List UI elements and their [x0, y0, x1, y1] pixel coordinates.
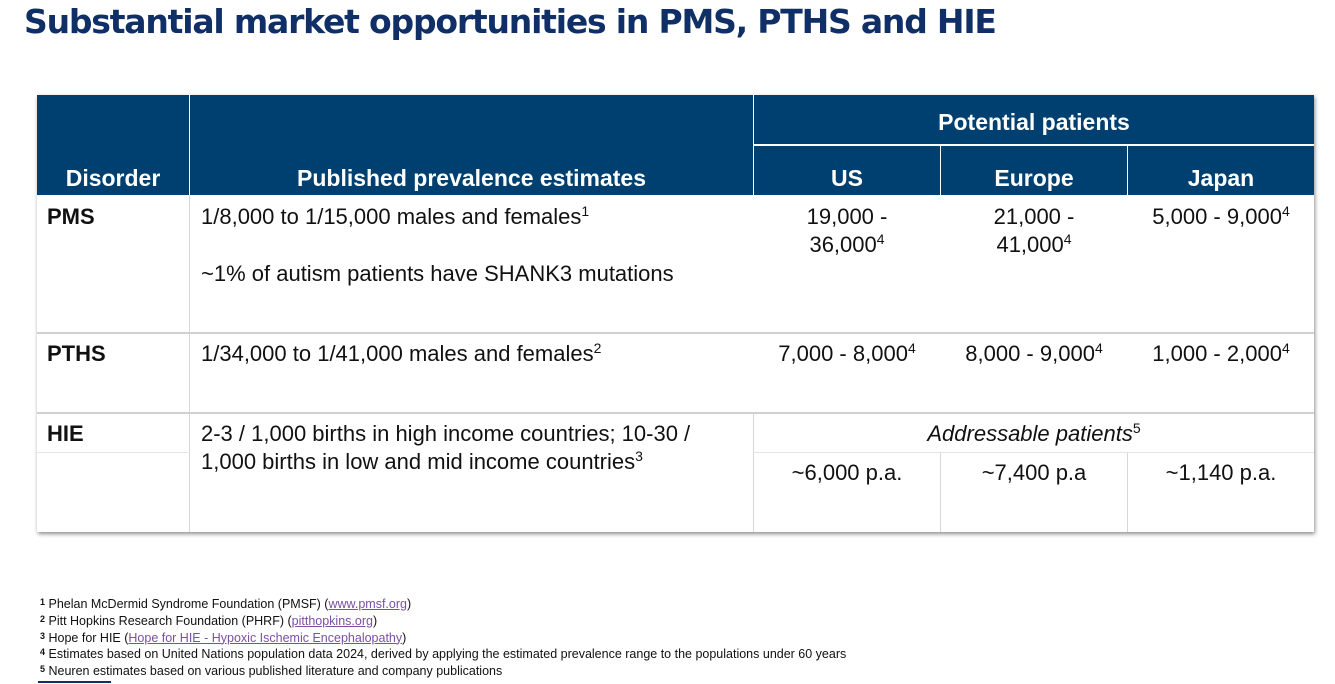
- header-potential-patients: Potential patients: [754, 95, 1314, 144]
- footnote-text-end: ): [406, 597, 412, 611]
- row-pths-japan: 1,000 - 2,0004: [1128, 340, 1314, 370]
- row-divider: [37, 412, 1314, 414]
- row-divider: [37, 332, 1314, 334]
- header-europe-label: Europe: [994, 165, 1074, 191]
- footnote-text: Neuren estimates based on various publis…: [48, 664, 503, 679]
- footnote-ref: 2: [593, 340, 602, 356]
- header-prevalence: Published prevalence estimates: [190, 95, 753, 195]
- row-pms-europe-line1: 21,000 -: [993, 204, 1075, 229]
- row-pms-europe-line2: 41,000: [996, 232, 1064, 257]
- row-hie-addressable-label: Addressable patients5: [754, 420, 1314, 450]
- row-hie-europe: ~7,400 p.a: [981, 460, 1087, 485]
- footnote-ref: 1: [581, 203, 590, 219]
- header-disorder: Disorder: [37, 95, 189, 195]
- row-pths-disorder: PTHS: [47, 341, 106, 366]
- row-divider: [753, 452, 1314, 453]
- pmsf-link[interactable]: www.pmsf.org: [328, 597, 407, 611]
- footnote-ref: 4: [876, 231, 885, 247]
- footnote-3: 3 Hope for HIE (Hope for HIE - Hypoxic I…: [40, 631, 846, 648]
- row-hie-prevalence-line2: 1,000 births in low and mid income count…: [201, 449, 636, 474]
- footnote-5: 5 Neuren estimates based on various publ…: [40, 664, 846, 681]
- footnote-ref: 4: [1281, 203, 1290, 219]
- footnote-text: Estimates based on United Nations popula…: [48, 647, 847, 662]
- footnote-text-end: ): [372, 613, 378, 628]
- row-pms-prevalence-2: ~1% of autism patients have SHANK3 mutat…: [201, 261, 674, 286]
- footnote-1: 1 Phelan McDermid Syndrome Foundation (P…: [40, 597, 846, 614]
- footer-rule: [38, 681, 111, 683]
- row-pms-us-line2: 36,000: [809, 232, 877, 257]
- row-hie-japan: ~1,140 p.a.: [1165, 460, 1277, 485]
- row-pths-japan-value: 1,000 - 2,000: [1152, 341, 1282, 366]
- row-pths-us: 7,000 - 8,0004: [754, 340, 940, 370]
- footnote-ref: 4: [907, 340, 916, 356]
- row-pms-europe: 21,000 - 41,0004: [941, 203, 1127, 261]
- row-pms-prevalence-text: 1/8,000 to 1/15,000 males and females: [201, 204, 582, 229]
- row-pms-japan-value: 5,000 - 9,000: [1152, 204, 1282, 229]
- row-hie-prevalence: 2-3 / 1,000 births in high income countr…: [201, 420, 751, 478]
- footnote-4: 4 Estimates based on United Nations popu…: [40, 647, 846, 664]
- footnote-text: Pitt Hopkins Research Foundation (PHRF) …: [48, 613, 292, 628]
- header-disorder-label: Disorder: [65, 165, 161, 191]
- hope-for-hie-link[interactable]: Hope for HIE - Hypoxic Ischemic Encephal…: [128, 630, 403, 645]
- row-pths-prevalence-text: 1/34,000 to 1/41,000 males and females: [201, 341, 594, 366]
- header-japan: Japan: [1128, 146, 1314, 195]
- footnote-text: Phelan McDermid Syndrome Foundation (PMS…: [48, 597, 329, 611]
- row-hie-prevalence-line1: 2-3 / 1,000 births in high income countr…: [201, 421, 691, 446]
- row-pths-prevalence: 1/34,000 to 1/41,000 males and females2: [201, 340, 746, 370]
- footnote-ref: 4: [1281, 340, 1290, 356]
- footnote-number: 4: [40, 647, 46, 658]
- footnote-number: 5: [40, 664, 46, 675]
- footnote-2: 2 Pitt Hopkins Research Foundation (PHRF…: [40, 614, 846, 631]
- row-pths-europe: 8,000 - 9,0004: [941, 340, 1127, 370]
- row-pms-disorder: PMS: [47, 204, 95, 229]
- row-hie-us: ~6,000 p.a.: [791, 460, 903, 485]
- row-pths-europe-value: 8,000 - 9,000: [965, 341, 1095, 366]
- header-prevalence-label: Published prevalence estimates: [297, 165, 646, 191]
- footnote-number: 3: [40, 630, 46, 641]
- header-europe: Europe: [941, 146, 1127, 195]
- header-japan-label: Japan: [1187, 165, 1255, 191]
- pitthopkins-link[interactable]: pitthopkins.org: [291, 613, 373, 628]
- row-pms-japan: 5,000 - 9,0004: [1128, 203, 1314, 233]
- footnote-ref: 3: [635, 448, 643, 464]
- grid-line: [940, 453, 941, 532]
- footnote-text: Hope for HIE (: [48, 630, 129, 645]
- footnote-number: 1: [40, 597, 46, 607]
- header-potential-patients-label: Potential patients: [938, 109, 1130, 135]
- page-title: Substantial market opportunities in PMS,…: [24, 2, 997, 41]
- grid-line: [753, 413, 754, 532]
- row-hie-disorder: HIE: [47, 421, 84, 446]
- market-table: Disorder Published prevalence estimates …: [37, 95, 1314, 532]
- grid-line: [1127, 453, 1128, 532]
- footnote-ref: 4: [1094, 340, 1103, 356]
- footnote-ref: 4: [1063, 231, 1072, 247]
- footnote-number: 2: [40, 613, 46, 624]
- row-pths-us-value: 7,000 - 8,000: [778, 341, 908, 366]
- grid-line: [189, 195, 190, 532]
- row-pms-us: 19,000 - 36,0004: [754, 203, 940, 261]
- footnote-ref: 5: [1132, 420, 1141, 436]
- footnotes: 1 Phelan McDermid Syndrome Foundation (P…: [40, 597, 846, 681]
- footnote-text-end: ): [402, 630, 407, 645]
- addressable-patients-label: Addressable patients: [927, 421, 1133, 446]
- header-us-label: US: [831, 165, 863, 191]
- row-pms-us-line1: 19,000 -: [806, 204, 888, 229]
- header-us: US: [754, 146, 940, 195]
- row-divider: [37, 452, 190, 453]
- row-pms-prevalence: 1/8,000 to 1/15,000 males and females1: [201, 203, 746, 233]
